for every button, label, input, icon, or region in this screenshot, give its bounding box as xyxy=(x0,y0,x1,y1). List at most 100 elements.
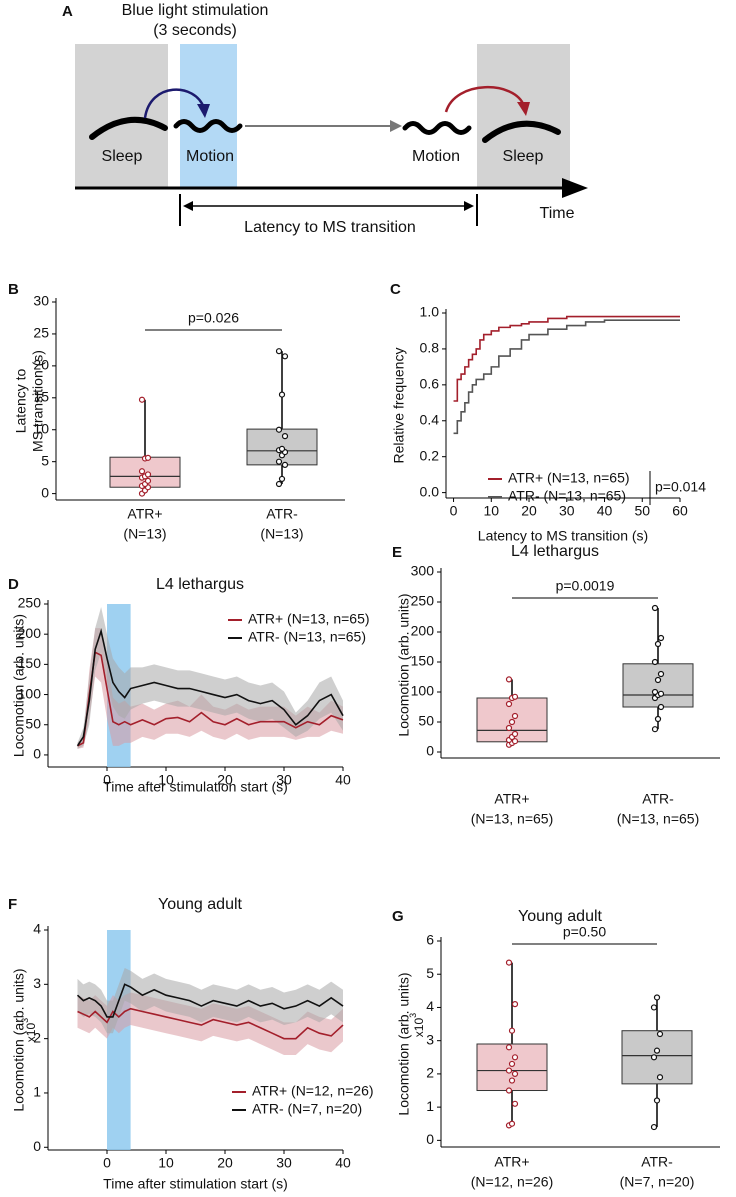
multiplier-exponent: 3 xyxy=(408,1013,418,1018)
data-point xyxy=(138,468,146,475)
chart-title: L4 lethargus xyxy=(156,576,244,593)
data-point xyxy=(654,715,662,723)
chart-title: Young adult xyxy=(158,896,242,913)
y-tick-label: 20 xyxy=(33,357,49,373)
y-tick-label: 0.8 xyxy=(420,340,440,356)
data-point xyxy=(505,1044,513,1051)
time-arrow xyxy=(562,178,588,198)
x-tick-label: ATR+ xyxy=(494,1154,529,1170)
data-point xyxy=(651,658,659,666)
sleeping-worm xyxy=(89,116,168,140)
y-tick-label: 5 xyxy=(41,452,49,468)
x-tick-note: (N=13, n=65) xyxy=(617,811,700,827)
chart-title: L4 lethargus xyxy=(511,543,599,560)
y-tick-label: 150 xyxy=(18,655,42,671)
data-point xyxy=(505,1067,513,1074)
x-tick-label: 40 xyxy=(335,772,351,788)
x-tick-label: ATR+ xyxy=(494,791,529,807)
y-tick-label: 0 xyxy=(33,746,41,762)
data-point xyxy=(653,994,661,1001)
y-tick-label: 30 xyxy=(33,293,49,309)
x-tick-label: 10 xyxy=(484,503,500,519)
data-point xyxy=(657,634,665,642)
error-band xyxy=(77,607,343,749)
interval-label: Latency to MS transition xyxy=(244,219,416,236)
y-axis-label: Relative frequency xyxy=(391,348,407,464)
data-point xyxy=(281,353,289,360)
data-point xyxy=(275,426,283,433)
x-tick-label: 0 xyxy=(450,503,458,519)
data-point xyxy=(144,477,152,484)
series-line xyxy=(77,651,344,747)
x-tick-note: (N=13) xyxy=(123,526,166,542)
state-label: Sleep xyxy=(102,148,143,165)
data-point xyxy=(505,1087,513,1094)
data-point xyxy=(651,604,659,612)
transition-arrow xyxy=(143,88,206,119)
data-point xyxy=(508,1027,516,1034)
x-axis-label: Time after stimulation start (s) xyxy=(103,1176,288,1192)
panel-b: B Latency to MS transition (s) 0 5 10 15 20 25 30… xyxy=(8,281,345,542)
y-axis-label: Locomotion (arb. units) xyxy=(11,614,27,757)
multiplier-exponent: 3 xyxy=(20,1018,30,1023)
data-point xyxy=(653,1047,661,1054)
data-point xyxy=(657,670,665,678)
x-tick-label: 40 xyxy=(335,1155,351,1171)
panel-label: G xyxy=(392,908,404,925)
data-point xyxy=(657,690,665,697)
box xyxy=(622,663,694,708)
y-tick-label: 2 xyxy=(426,1065,434,1081)
y-tick-label: 4 xyxy=(33,921,41,937)
y-tick-label: 0 xyxy=(426,1131,434,1147)
x-tick-label: 30 xyxy=(559,503,575,519)
x-tick-label: ATR- xyxy=(642,791,674,807)
x-tick-label: ATR+ xyxy=(127,506,162,522)
y-tick-label: 150 xyxy=(411,653,435,669)
x-tick-label: 20 xyxy=(217,772,233,788)
y-tick-label: 0 xyxy=(41,484,49,500)
data-point xyxy=(654,640,662,648)
y-tick-label: 0.6 xyxy=(420,376,440,392)
data-point xyxy=(511,712,519,720)
y-tick-label: 1.0 xyxy=(420,304,440,320)
panel-g: G Young adult Locomotion (arb. units) x103 0… xyxy=(392,908,720,1190)
y-tick-label: 300 xyxy=(411,563,435,579)
data-point xyxy=(144,454,152,461)
data-point xyxy=(656,1074,664,1081)
sleeping-worm xyxy=(482,120,561,143)
moving-worm xyxy=(173,119,243,133)
data-point xyxy=(511,1001,519,1008)
y-tick-label: 2 xyxy=(33,1029,41,1045)
y-tick-label: 10 xyxy=(33,420,49,436)
data-point xyxy=(656,1030,664,1038)
p-value: p=0.026 xyxy=(188,310,239,326)
state-label: Sleep xyxy=(503,148,544,165)
data-point xyxy=(650,1004,658,1011)
y-tick-label: 50 xyxy=(25,715,41,731)
x-axis-label: Latency to MS transition (s) xyxy=(478,528,648,544)
state-label: Motion xyxy=(186,148,234,165)
arrow-head xyxy=(390,120,402,132)
data-point xyxy=(505,724,513,732)
y-tick-label: 0.0 xyxy=(420,483,440,499)
y-tick-label: 0 xyxy=(426,743,434,759)
state-label: Motion xyxy=(412,148,460,165)
series-line xyxy=(76,628,344,747)
x-tick-note: (N=13) xyxy=(260,526,303,542)
data-point xyxy=(651,688,659,696)
p-value: p=0.014 xyxy=(655,479,706,495)
y-tick-label: 100 xyxy=(411,683,435,699)
data-point xyxy=(138,396,146,403)
y-tick-label: 1 xyxy=(33,1084,41,1100)
y-tick-label: 0.4 xyxy=(420,411,440,427)
y-tick-label: 250 xyxy=(18,595,42,611)
data-point xyxy=(511,738,519,745)
data-point xyxy=(505,676,513,683)
legend-label: ATR- (N=13, n=65) xyxy=(248,629,366,645)
data-point xyxy=(144,471,152,478)
x-tick-note: (N=12, n=26) xyxy=(471,1174,554,1190)
data-point xyxy=(508,1120,516,1127)
panel-e: E L4 lethargus Locomotion (arb. units) 0 50 1… xyxy=(392,543,720,827)
